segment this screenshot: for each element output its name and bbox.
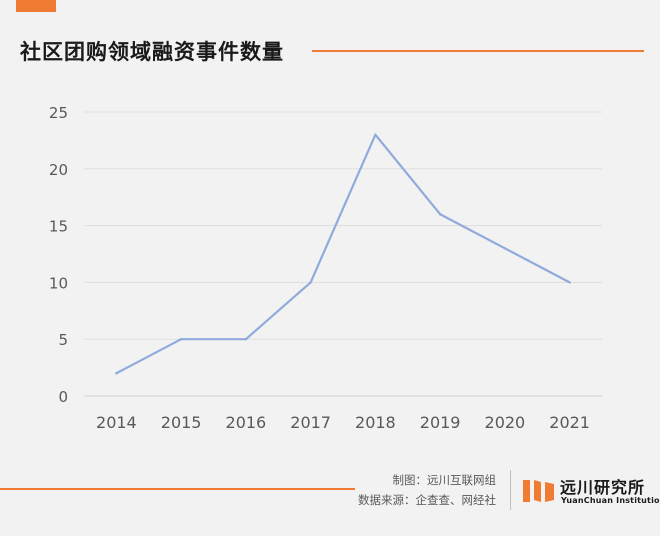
x-tick-label: 2015 (161, 413, 202, 432)
y-tick-label: 15 (49, 218, 68, 236)
x-tick-label: 2017 (290, 413, 331, 432)
data-point (244, 338, 248, 341)
top-accent-bar (16, 0, 56, 12)
x-axis-ticks: 2014 2015 2016 2017 2018 2019 2020 2021 (96, 413, 590, 432)
logo-mark-icon (523, 480, 554, 502)
gridlines (84, 111, 602, 397)
credits-divider (510, 470, 511, 510)
y-tick-label: 25 (49, 104, 68, 122)
data-point (374, 133, 377, 136)
data-point (309, 281, 312, 284)
footer-divider (0, 488, 355, 490)
x-tick-label: 2019 (420, 413, 461, 432)
logo-english-name: YuanChuan Institution (561, 496, 660, 505)
data-point (438, 213, 442, 216)
series-line (115, 133, 571, 375)
series-layer (115, 133, 571, 375)
data-point (503, 247, 507, 250)
x-tick-label: 2020 (485, 413, 526, 432)
x-tick-label: 2018 (355, 413, 396, 432)
made-by-text: 制图：远川互联网组 (392, 473, 497, 487)
data-point (179, 338, 183, 341)
source-text: 数据来源：企查查、网经社 (358, 493, 496, 507)
y-tick-label: 10 (49, 274, 68, 292)
data-point (568, 281, 571, 284)
y-tick-label: 5 (58, 331, 68, 349)
data-point (115, 372, 118, 375)
logo-name: 远川研究所 (560, 478, 646, 497)
x-tick-label: 2014 (96, 413, 137, 432)
x-tick-label: 2021 (549, 413, 590, 432)
y-axis-ticks: 0 5 10 15 20 25 (49, 104, 68, 406)
chart-title: 社区团购领域融资事件数量 (20, 40, 284, 64)
x-tick-label: 2016 (226, 413, 267, 432)
title-divider (312, 50, 644, 52)
y-tick-label: 20 (49, 161, 68, 179)
y-tick-label: 0 (58, 388, 68, 406)
credits: 制图：远川互联网组 数据来源：企查查、网经社 (358, 470, 496, 510)
